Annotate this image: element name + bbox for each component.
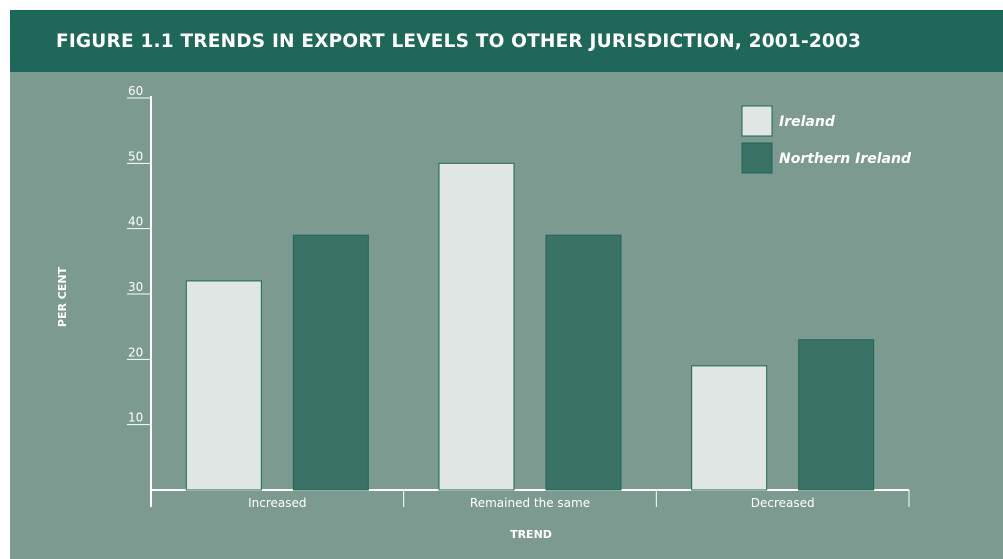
bar bbox=[292, 234, 369, 491]
figure-title: FIGURE 1.1 TRENDS IN EXPORT LEVELS TO OT… bbox=[56, 31, 862, 52]
legend: Ireland Northern Ireland bbox=[741, 105, 912, 174]
bar bbox=[691, 365, 768, 491]
figure-header: FIGURE 1.1 TRENDS IN EXPORT LEVELS TO OT… bbox=[10, 10, 1003, 72]
x-axis: Increased Remained the same Decreased bbox=[151, 489, 910, 510]
legend-label: Northern Ireland bbox=[779, 151, 912, 167]
y-tick-label: 60 bbox=[128, 84, 143, 98]
x-axis-title: TREND bbox=[510, 528, 552, 541]
y-tick-label: 10 bbox=[128, 411, 143, 425]
bar bbox=[185, 280, 262, 491]
y-axis: 10 20 30 40 50 60 bbox=[127, 84, 152, 507]
bars bbox=[185, 162, 875, 491]
y-tick-label: 20 bbox=[128, 345, 143, 359]
figure-panel: FIGURE 1.1 TRENDS IN EXPORT LEVELS TO OT… bbox=[10, 10, 1003, 559]
bar bbox=[798, 339, 875, 491]
bar bbox=[545, 234, 622, 491]
bar-chart: 10 20 30 40 50 60 Increased Remained the same D… bbox=[56, 84, 912, 541]
bar bbox=[438, 162, 515, 491]
y-tick-label: 50 bbox=[128, 149, 143, 163]
category-label: Remained the same bbox=[470, 496, 590, 510]
legend-swatch bbox=[741, 105, 773, 137]
y-axis-title: PER CENT bbox=[56, 266, 69, 327]
y-tick-label: 40 bbox=[128, 215, 143, 229]
legend-label: Ireland bbox=[779, 114, 836, 130]
legend-swatch bbox=[741, 142, 773, 174]
category-label: Increased bbox=[248, 496, 306, 510]
category-label: Decreased bbox=[751, 496, 815, 510]
y-tick-label: 30 bbox=[128, 280, 143, 294]
